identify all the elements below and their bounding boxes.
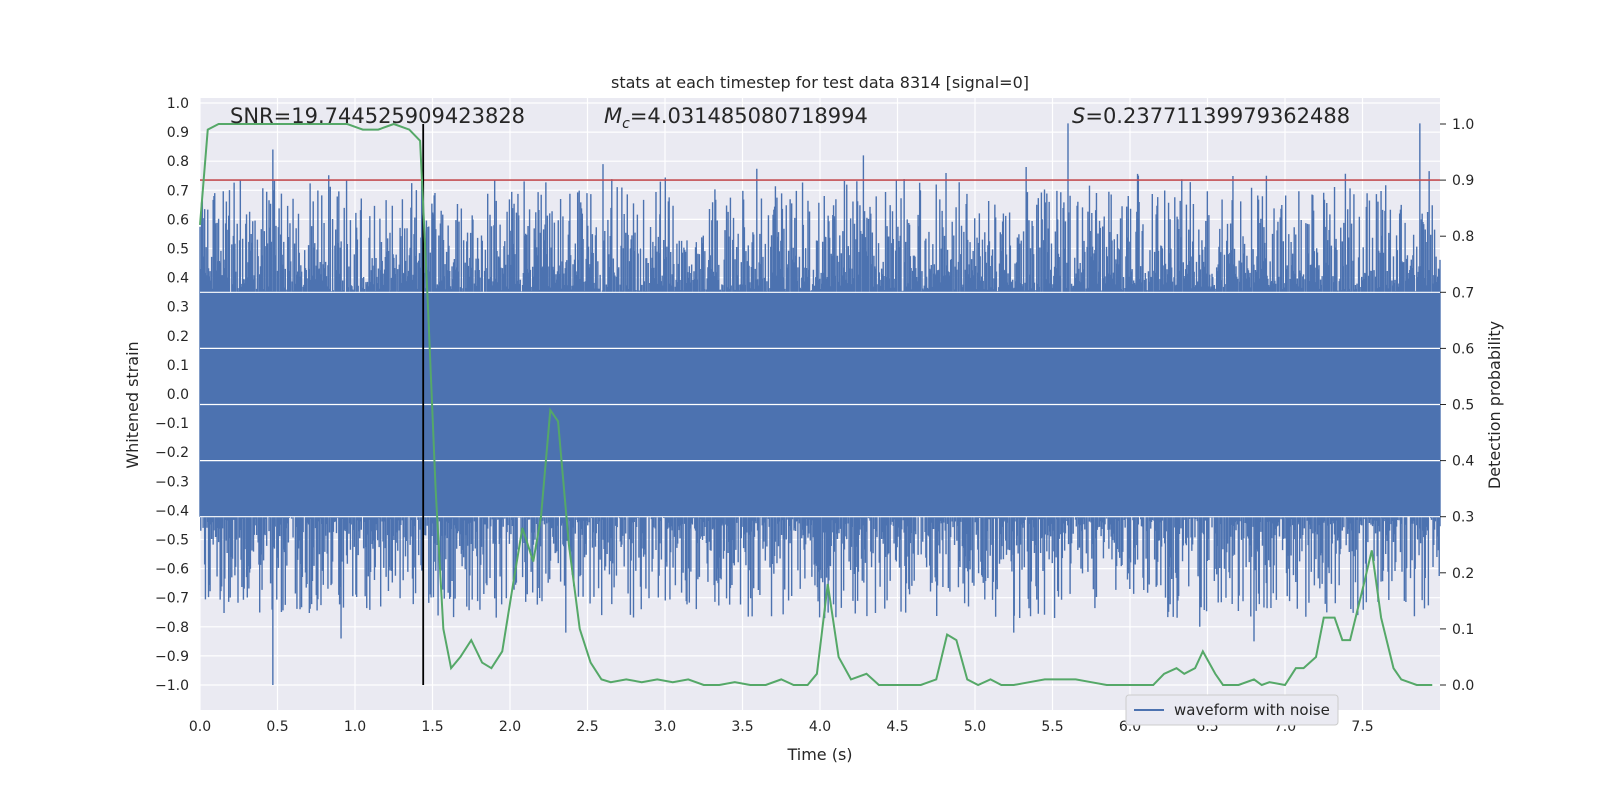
y-left-tick-label: −0.1 bbox=[155, 416, 189, 432]
y-left-tick-label: 0.3 bbox=[167, 300, 189, 316]
y-left-tick-label: −0.8 bbox=[155, 620, 189, 636]
y-left-tick-label: 0.5 bbox=[167, 242, 189, 258]
y-axis-left-label: Whitened strain bbox=[123, 341, 142, 468]
s-annotation: S=0.23771139979362488 bbox=[1072, 104, 1350, 128]
y-right-tick-label: 1.0 bbox=[1452, 117, 1474, 133]
x-axis-label: Time (s) bbox=[786, 745, 852, 764]
chirp-mass-subscript: c bbox=[622, 116, 630, 132]
y-left-tick-label: 0.0 bbox=[167, 387, 189, 403]
snr-annotation: SNR=19.744525909423828 bbox=[230, 104, 525, 128]
x-tick-label: 4.5 bbox=[886, 719, 908, 735]
y-axis-right-label: Detection probability bbox=[1485, 321, 1504, 489]
y-right-tick-label: 0.3 bbox=[1452, 510, 1474, 526]
y-right-tick-label: 0.4 bbox=[1452, 454, 1474, 470]
y-left-tick-label: 0.8 bbox=[167, 154, 189, 170]
waveform-series bbox=[199, 123, 1441, 685]
y-right-tick-label: 0.5 bbox=[1452, 398, 1474, 414]
y-left-tick-label: 0.6 bbox=[167, 212, 189, 228]
y-left-tick-label: −0.7 bbox=[155, 591, 189, 607]
x-tick-label: 1.5 bbox=[421, 719, 443, 735]
y-right-tick-label: 0.6 bbox=[1452, 341, 1474, 357]
y-left-tick-label: −0.9 bbox=[155, 649, 189, 665]
y-right-tick-label: 0.1 bbox=[1452, 622, 1474, 638]
chirp-mass-value: =4.031485080718994 bbox=[630, 104, 868, 128]
s-symbol: S bbox=[1072, 104, 1085, 128]
y-left-tick-label: 0.1 bbox=[167, 358, 189, 374]
y-right-tick-label: 0.9 bbox=[1452, 173, 1474, 189]
chirp-mass-symbol: M bbox=[604, 104, 622, 128]
x-tick-label: 2.5 bbox=[576, 719, 598, 735]
y-axis-left-ticks: 1.0 0.9 0.8 0.7 0.6 0.5 0.4 0.3 0.2 0.1 0.0 −0.1 −0.… bbox=[155, 96, 189, 694]
legend-box bbox=[1125, 694, 1339, 726]
x-tick-label: 5.0 bbox=[964, 719, 986, 735]
x-tick-label: 0.5 bbox=[266, 719, 288, 735]
chart-title: stats at each timestep for test data 831… bbox=[611, 73, 1029, 92]
probability-series bbox=[199, 122, 1433, 687]
x-tick-label: 5.5 bbox=[1041, 719, 1063, 735]
y-left-tick-label: −0.2 bbox=[155, 445, 189, 461]
y-left-tick-label: 0.4 bbox=[167, 271, 189, 287]
y-left-tick-label: −1.0 bbox=[155, 678, 189, 694]
y-right-tick-label: 0.2 bbox=[1452, 566, 1474, 582]
legend-label-waveform: waveform with noise bbox=[1174, 701, 1330, 719]
legend: waveform with noise bbox=[1125, 694, 1339, 726]
x-tick-label: 0.0 bbox=[189, 719, 211, 735]
y-axis-right-ticks: 1.0 0.9 0.8 0.7 0.6 0.5 0.4 0.3 0.2 0.1 0.0 bbox=[1440, 117, 1474, 694]
x-tick-label: 3.0 bbox=[654, 719, 676, 735]
x-axis-ticks: 0.0 0.5 1.0 1.5 2.0 2.5 3.0 3.5 4.0 4.5 5.0 5.5 6.0 6… bbox=[189, 719, 1374, 735]
y-right-tick-label: 0.7 bbox=[1452, 285, 1474, 301]
y-left-tick-label: 1.0 bbox=[167, 96, 189, 112]
x-tick-label: 1.0 bbox=[344, 719, 366, 735]
y-left-tick-label: −0.5 bbox=[155, 533, 189, 549]
x-tick-label: 7.5 bbox=[1351, 719, 1373, 735]
y-right-tick-label: 0.0 bbox=[1452, 678, 1474, 694]
y-left-tick-label: −0.4 bbox=[155, 503, 189, 519]
probability-line bbox=[199, 122, 1433, 687]
y-right-tick-label: 0.8 bbox=[1452, 229, 1474, 245]
x-tick-label: 2.0 bbox=[499, 719, 521, 735]
x-tick-label: 3.5 bbox=[731, 719, 753, 735]
x-tick-label: 4.0 bbox=[809, 719, 831, 735]
y-left-tick-label: 0.2 bbox=[167, 329, 189, 345]
y-left-tick-label: 0.9 bbox=[167, 125, 189, 141]
y-left-tick-label: −0.3 bbox=[155, 474, 189, 490]
y-left-tick-label: 0.7 bbox=[167, 183, 189, 199]
chirp-mass-annotation: Mc=4.031485080718994 bbox=[604, 104, 868, 132]
y-left-tick-label: −0.6 bbox=[155, 562, 189, 578]
s-value: =0.23771139979362488 bbox=[1085, 104, 1350, 128]
